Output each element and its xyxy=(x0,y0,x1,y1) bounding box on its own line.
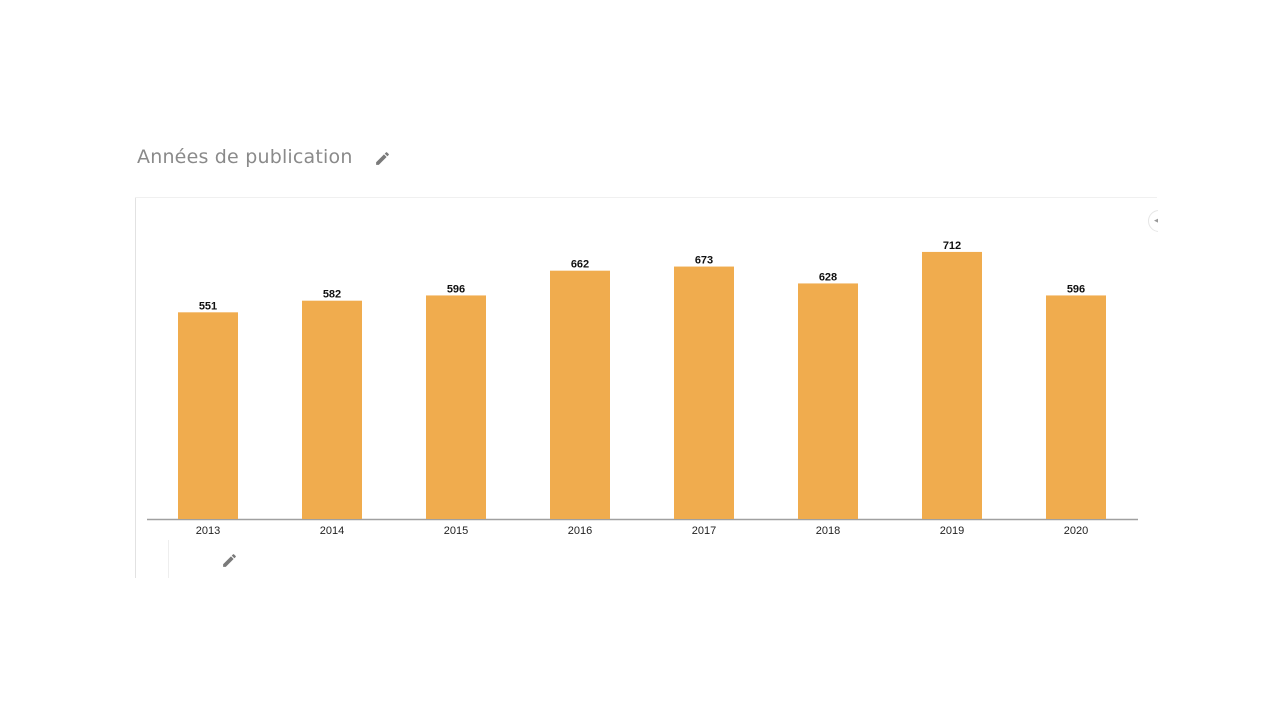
bar-2013[interactable] xyxy=(178,312,238,519)
x-tick-label-2018: 2018 xyxy=(816,525,840,537)
x-tick-label-2013: 2013 xyxy=(196,525,220,537)
x-tick-label-2020: 2020 xyxy=(1064,525,1088,537)
x-tick-label-2015: 2015 xyxy=(444,525,468,537)
value-label-2020: 596 xyxy=(1067,283,1085,295)
chart-title: Années de publication xyxy=(137,146,353,168)
x-tick-label-2014: 2014 xyxy=(320,525,344,537)
value-label-2016: 662 xyxy=(571,259,589,271)
bar-2020[interactable] xyxy=(1046,295,1106,519)
value-label-2014: 582 xyxy=(323,289,341,301)
footer-divider xyxy=(168,540,169,578)
x-tick-label-2019: 2019 xyxy=(940,525,964,537)
bar-2015[interactable] xyxy=(426,295,486,519)
value-label-2015: 596 xyxy=(447,283,465,295)
bar-2014[interactable] xyxy=(302,300,362,519)
chart-card-top-border xyxy=(135,197,1157,198)
bars-group xyxy=(178,251,1106,519)
edit-title-pencil-icon[interactable] xyxy=(374,150,391,167)
value-label-2013: 551 xyxy=(199,300,217,312)
value-label-2017: 673 xyxy=(695,255,713,267)
chart-card-left-border xyxy=(135,198,136,578)
bar-2017[interactable] xyxy=(674,266,734,519)
edit-footer-pencil-icon[interactable] xyxy=(221,552,238,569)
bar-2016[interactable] xyxy=(550,270,610,519)
bar-2018[interactable] xyxy=(798,283,858,519)
bar-2019[interactable] xyxy=(922,251,982,519)
value-labels-group: 551 582 596 662 673 628 712 596 xyxy=(199,240,1085,312)
value-label-2018: 628 xyxy=(819,271,837,283)
x-tick-label-2017: 2017 xyxy=(692,525,716,537)
page-edge-mask xyxy=(1158,190,1280,250)
chevron-left-icon: ◀ xyxy=(1154,215,1161,226)
x-tick-label-2016: 2016 xyxy=(568,525,592,537)
value-label-2019: 712 xyxy=(943,240,961,252)
x-tick-labels-group: 2013 2014 2015 2016 2017 2018 2019 2020 xyxy=(196,525,1088,537)
